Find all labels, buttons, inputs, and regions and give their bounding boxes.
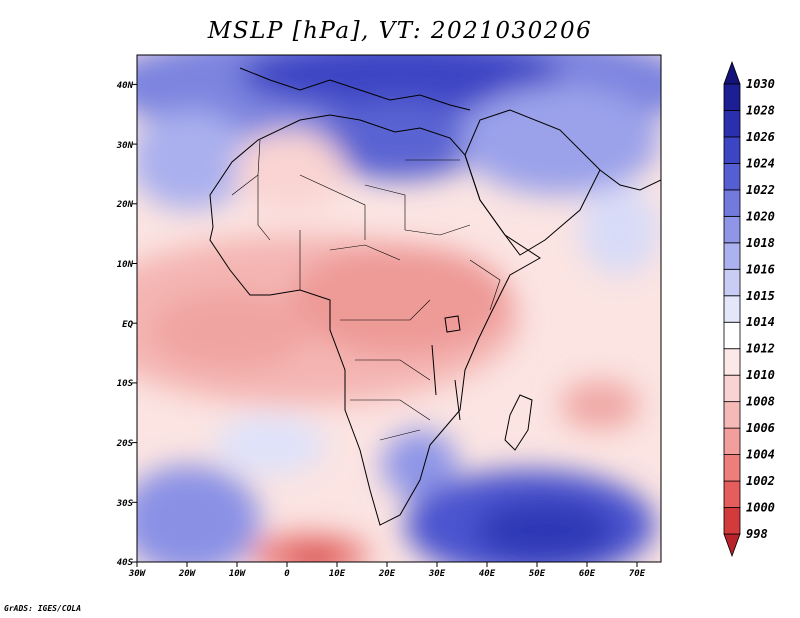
grads-credit: GrADS: IGES/COLA [4,604,82,613]
colorbar-label: 1018 [746,236,775,250]
lon-tick-label: 30E [428,569,446,579]
lon-tick-label: 20W [178,569,197,579]
lat-tick-label: 20S [116,439,134,449]
colorbar-label: 1000 [746,501,775,515]
colorbar-cell [723,295,741,323]
lat-tick-label: 40N [117,81,134,91]
madagascar-coastline [504,394,533,451]
lon-tick-labels: 30W 20W 10W 0 10E 20E 30E 40E 50E 60E 70… [128,569,646,579]
colorbar-cell [723,348,741,376]
colorbar-label: 1012 [746,342,775,356]
colorbar: 998 1000 1002 1004 1006 1008 1010 1012 1… [723,60,775,558]
country-borders [231,139,501,441]
colorbar-labels: 998 1000 1002 1004 1006 1008 1010 1012 1… [746,77,775,541]
colorbar-cells [723,60,741,558]
lon-tick-label: 30W [128,569,147,579]
colorbar-cell [723,215,741,244]
europe-coastline [239,67,471,111]
colorbar-label: 1006 [746,421,775,435]
colorbar-label: 1020 [746,209,775,223]
lon-tick-label: 10E [329,569,346,579]
lon-tick-label: 60E [579,569,596,579]
asia-coastline [599,169,661,191]
colorbar-label: 1022 [746,183,775,197]
africa-coastline [209,114,541,526]
colorbar-cell [723,242,741,270]
map-title: MSLP [hPa], VT: 2021030206 [207,18,593,44]
colorbar-label: 1010 [746,368,775,382]
lat-tick-label: 10N [117,260,134,270]
colorbar-cell [723,110,741,138]
axis-ticks [132,83,638,567]
colorbar-cell [723,163,741,191]
colorbar-cell [723,507,741,535]
lon-tick-label: 40E [479,569,496,579]
colorbar-cell [723,374,741,403]
colorbar-cell [723,83,741,111]
colorbar-label: 1014 [746,315,775,329]
plot-frame [136,54,662,563]
colorbar-cell [723,454,741,482]
lake-tanganyika [431,344,437,396]
lon-tick-label: 10W [229,569,247,579]
colorbar-label: 1026 [746,130,775,144]
colorbar-label: 1015 [746,289,775,303]
colorbar-label: 1004 [746,448,775,462]
colorbar-cell [723,427,741,455]
colorbar-label: 1008 [746,395,775,409]
colorbar-cell [723,189,741,217]
colorbar-arrow-bottom [723,533,741,558]
colorbar-label: 1028 [746,103,775,117]
lat-tick-label: 20N [116,200,134,210]
lat-tick-label: 40S [117,558,134,568]
lon-tick-label: 20E [378,569,396,579]
colorbar-cell [723,480,741,508]
colorbar-label: 1016 [746,262,775,276]
colorbar-label: 1002 [746,474,775,488]
colorbar-cell [723,401,741,429]
pressure-field [137,55,661,562]
colorbar-arrow-top [723,60,741,85]
colorbar-cell [723,268,741,297]
colorbar-label: 1030 [746,77,775,91]
colorbar-cell [723,136,741,164]
arabia-coastline [464,109,601,256]
lon-tick-label: 50E [529,569,546,579]
colorbar-cell [723,321,741,350]
colorbar-label: 1024 [746,156,775,170]
lon-tick-label: 0 [284,569,290,579]
lake-victoria [444,315,461,333]
lat-tick-label: EQ [122,320,133,330]
colorbar-label: 998 [746,527,768,541]
lon-tick-label: 70E [629,569,646,579]
lat-tick-label: 30S [116,499,134,509]
lat-tick-labels: 40S 30S 20S 10S EQ 10N 20N 30N 40N [116,81,134,568]
coastlines [209,67,661,526]
lat-tick-label: 10S [117,379,134,389]
lat-tick-label: 30N [116,141,134,151]
lake-malawi [454,379,461,421]
